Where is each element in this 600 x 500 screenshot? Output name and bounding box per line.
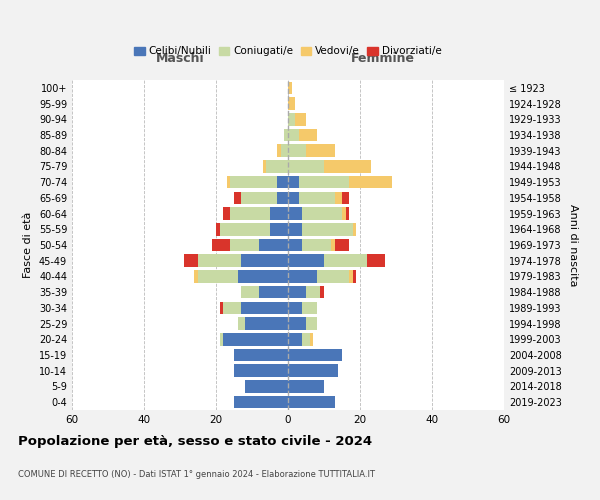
Bar [241, 302, 288, 314]
Bar [223, 302, 241, 314]
Bar [353, 270, 356, 282]
Bar [259, 238, 288, 252]
Bar [310, 333, 313, 345]
Bar [220, 333, 223, 345]
Bar [299, 192, 335, 204]
Bar [288, 128, 299, 141]
Text: COMUNE DI RECETTO (NO) - Dati ISTAT 1° gennaio 2024 - Elaborazione TUTTITALIA.IT: COMUNE DI RECETTO (NO) - Dati ISTAT 1° g… [18, 470, 375, 479]
Bar [230, 208, 270, 220]
Bar [331, 238, 335, 252]
Text: Popolazione per età, sesso e stato civile - 2024: Popolazione per età, sesso e stato civil… [18, 435, 372, 448]
Bar [288, 364, 338, 377]
Bar [288, 176, 299, 188]
Bar [302, 333, 310, 345]
Bar [346, 208, 349, 220]
Bar [288, 160, 324, 172]
Bar [198, 254, 241, 267]
Bar [241, 254, 288, 267]
Bar [288, 318, 306, 330]
Bar [194, 270, 198, 282]
Bar [342, 192, 349, 204]
Bar [270, 223, 288, 235]
Bar [245, 318, 288, 330]
Bar [299, 176, 349, 188]
Bar [234, 348, 288, 362]
Y-axis label: Fasce di età: Fasce di età [23, 212, 33, 278]
Bar [324, 254, 367, 267]
Bar [198, 270, 238, 282]
Bar [223, 333, 288, 345]
Bar [320, 286, 324, 298]
Bar [324, 160, 371, 172]
Bar [266, 160, 288, 172]
Y-axis label: Anni di nascita: Anni di nascita [568, 204, 578, 286]
Bar [306, 286, 320, 298]
Bar [263, 160, 266, 172]
Bar [288, 144, 306, 157]
Bar [335, 192, 342, 204]
Text: Maschi: Maschi [155, 52, 205, 65]
Bar [288, 270, 317, 282]
Bar [259, 286, 288, 298]
Bar [234, 364, 288, 377]
Bar [288, 238, 302, 252]
Bar [270, 208, 288, 220]
Bar [230, 238, 259, 252]
Bar [288, 208, 302, 220]
Bar [241, 286, 259, 298]
Bar [284, 128, 288, 141]
Bar [349, 176, 392, 188]
Bar [288, 302, 302, 314]
Bar [335, 238, 349, 252]
Bar [288, 192, 299, 204]
Bar [245, 380, 288, 392]
Bar [295, 113, 306, 126]
Bar [184, 254, 198, 267]
Bar [223, 208, 230, 220]
Bar [299, 128, 317, 141]
Bar [302, 238, 331, 252]
Bar [302, 208, 342, 220]
Legend: Celibi/Nubili, Coniugati/e, Vedovi/e, Divorziati/e: Celibi/Nubili, Coniugati/e, Vedovi/e, Di… [130, 42, 446, 60]
Bar [288, 348, 342, 362]
Bar [342, 208, 346, 220]
Bar [234, 192, 241, 204]
Bar [349, 270, 353, 282]
Bar [288, 396, 335, 408]
Bar [288, 254, 324, 267]
Bar [302, 223, 353, 235]
Bar [288, 223, 302, 235]
Bar [238, 318, 245, 330]
Bar [288, 98, 295, 110]
Bar [238, 270, 288, 282]
Bar [288, 333, 302, 345]
Bar [306, 144, 335, 157]
Bar [317, 270, 349, 282]
Bar [288, 380, 324, 392]
Bar [277, 176, 288, 188]
Bar [230, 176, 277, 188]
Text: Femmine: Femmine [351, 52, 415, 65]
Bar [367, 254, 385, 267]
Bar [227, 176, 230, 188]
Bar [288, 113, 295, 126]
Bar [306, 318, 317, 330]
Bar [277, 144, 281, 157]
Bar [220, 223, 270, 235]
Bar [234, 396, 288, 408]
Bar [241, 192, 277, 204]
Bar [302, 302, 317, 314]
Bar [277, 192, 288, 204]
Bar [353, 223, 356, 235]
Bar [288, 82, 292, 94]
Bar [288, 286, 306, 298]
Bar [281, 144, 288, 157]
Bar [212, 238, 230, 252]
Bar [220, 302, 223, 314]
Bar [216, 223, 220, 235]
